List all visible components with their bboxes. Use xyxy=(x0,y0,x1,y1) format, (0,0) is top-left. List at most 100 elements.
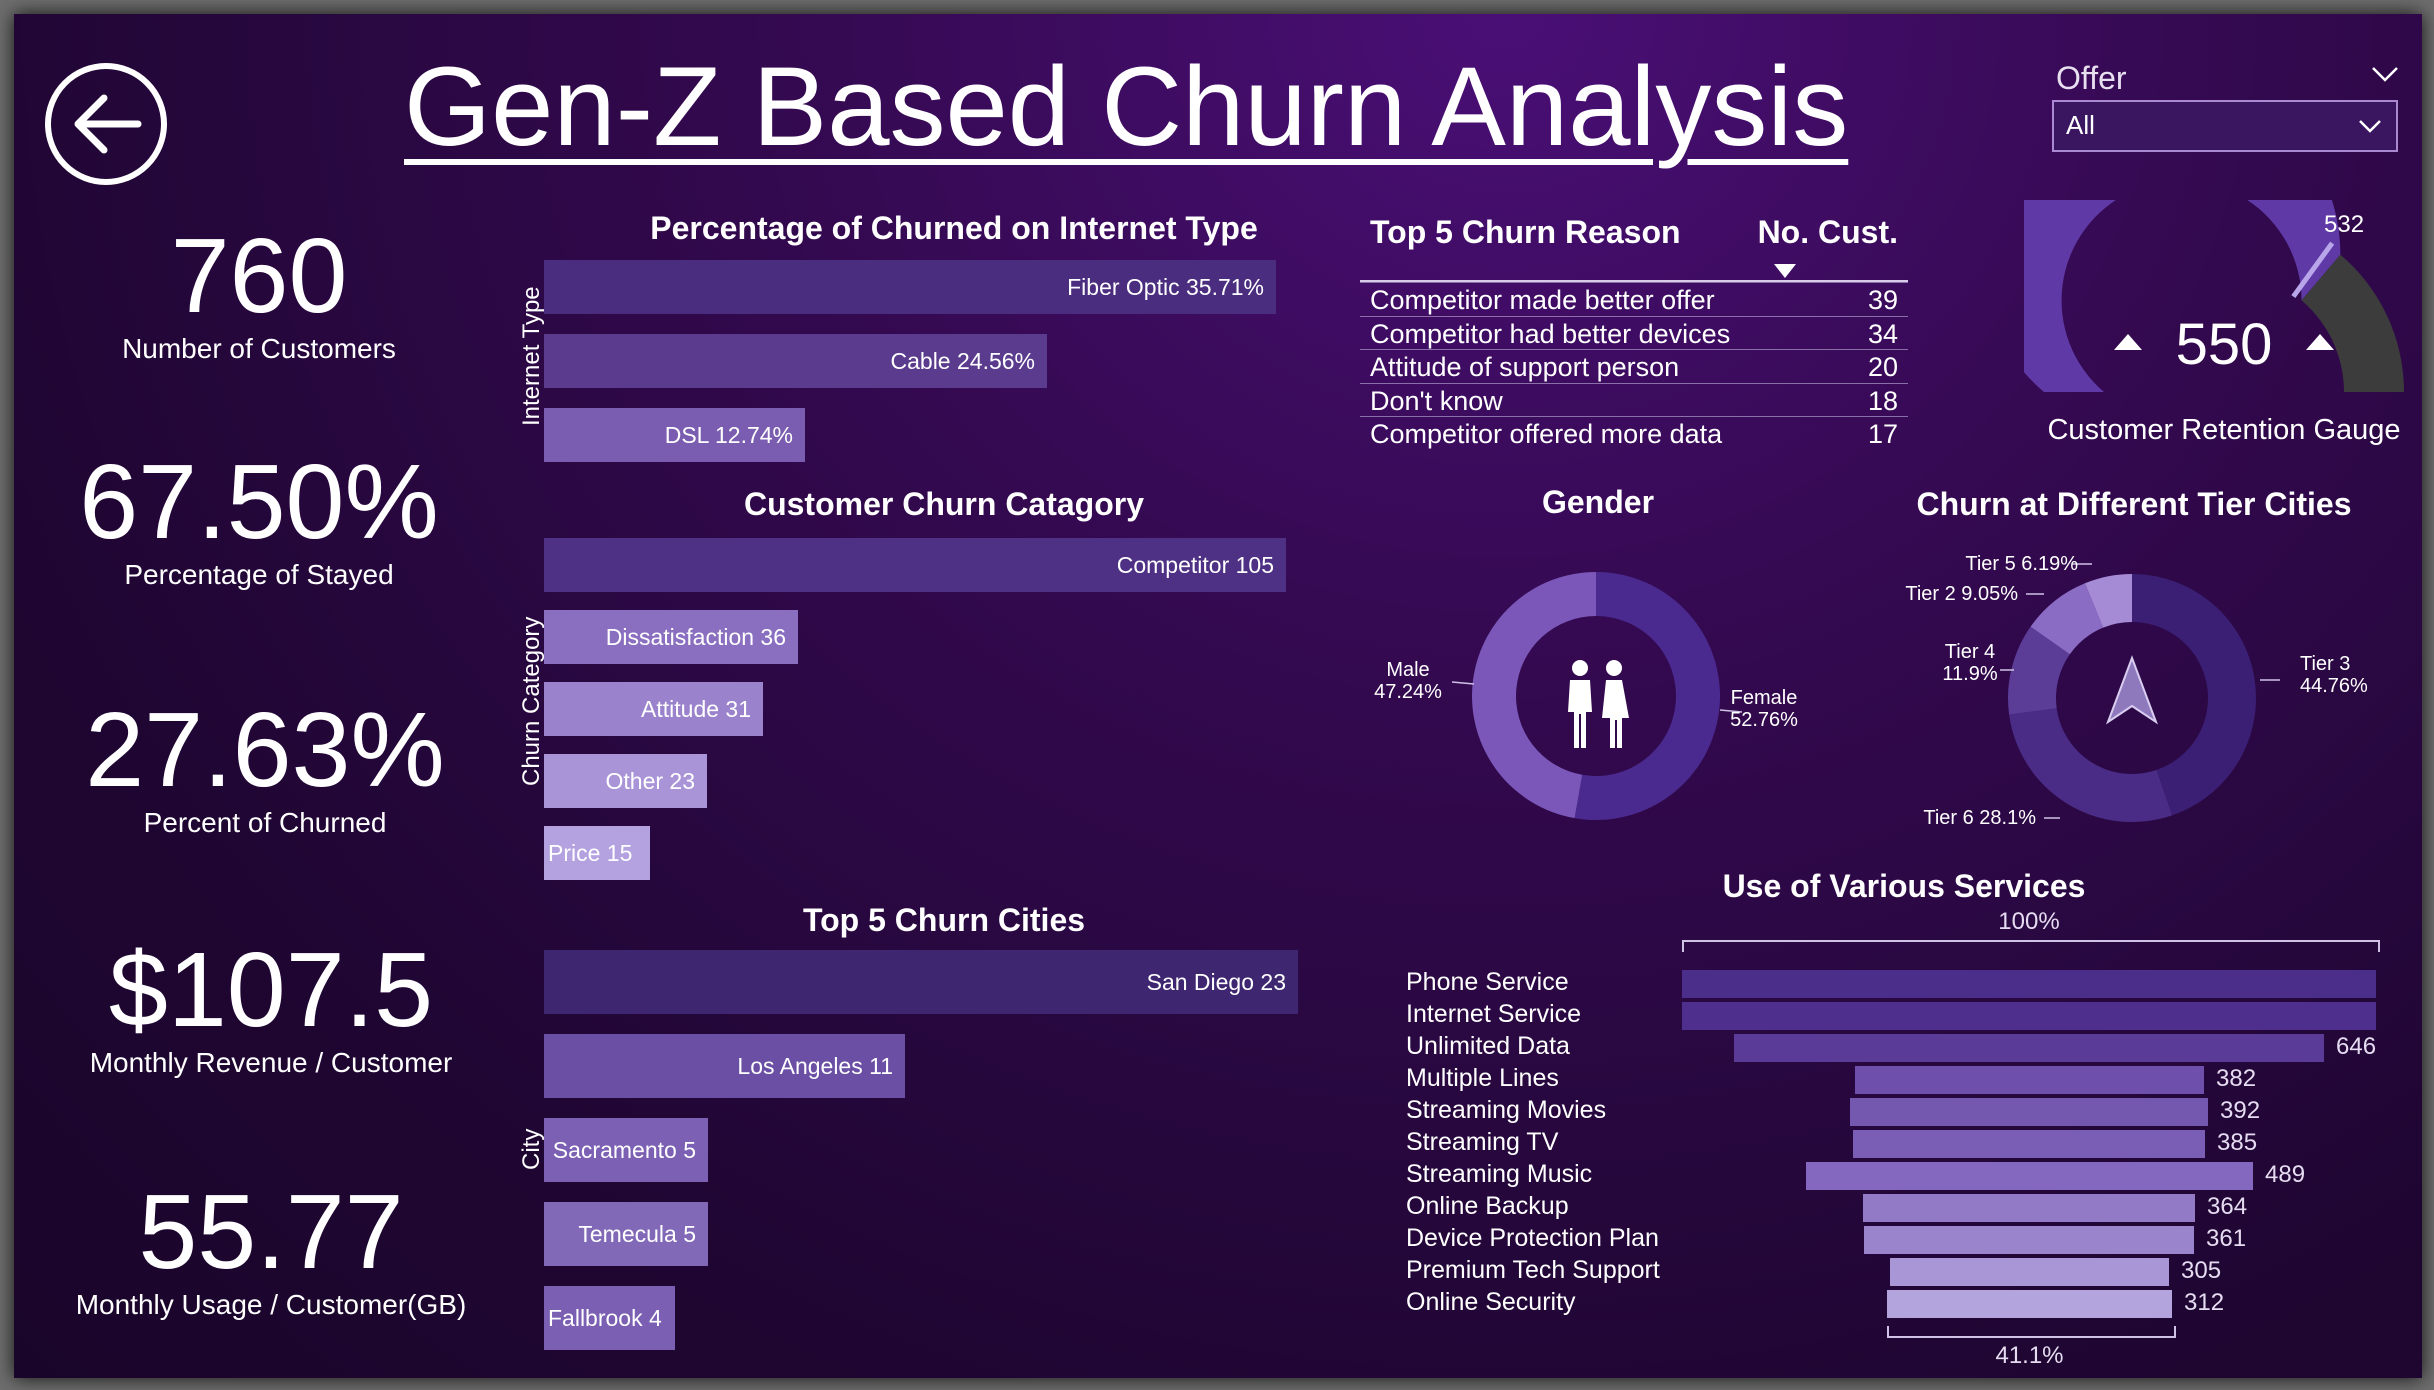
service-category-label: Internet Service xyxy=(1406,1000,1582,1028)
gauge-value-arc[interactable] xyxy=(2024,200,2341,392)
internet-type-bar[interactable]: Fiber Optic 35.71% xyxy=(544,260,1276,314)
service-bar[interactable] xyxy=(1806,1162,2253,1190)
page-title: Gen-Z Based Churn Analysis xyxy=(404,44,1849,169)
churn-category-bar-label: Other 23 xyxy=(605,767,696,794)
churn-city-bar[interactable]: San Diego 23 xyxy=(544,950,1298,1014)
top-cities-chart-title: Top 5 Churn Cities xyxy=(802,902,1086,938)
service-bar[interactable] xyxy=(1853,1130,2205,1158)
tier-slice[interactable] xyxy=(2008,626,2070,715)
tier-slice-label: Tier 6 28.1% xyxy=(1923,807,2036,829)
service-bar[interactable] xyxy=(1682,1002,2376,1030)
tier-slice-label: Tier 5 6.19% xyxy=(1965,553,2078,575)
churn-city-bar-label: San Diego 23 xyxy=(1146,968,1286,995)
navigation-arrow-icon xyxy=(2105,655,2159,725)
service-bar[interactable] xyxy=(1864,1226,2194,1254)
table-cell-reason: Competitor offered more data xyxy=(1370,419,1723,450)
service-category-label: Online Backup xyxy=(1406,1192,1569,1220)
service-bar[interactable] xyxy=(1855,1066,2204,1094)
table-cell-count: 17 xyxy=(1867,419,1898,450)
table-cell-reason: Attitude of support person xyxy=(1370,352,1680,383)
gauge-target-marker xyxy=(2291,241,2335,299)
service-bar[interactable] xyxy=(1682,970,2376,998)
city-axis-title: City xyxy=(518,1128,545,1170)
internet-type-bar-label: Cable 24.56% xyxy=(890,347,1036,374)
back-arrow-icon[interactable] xyxy=(42,60,170,188)
service-bar[interactable] xyxy=(1850,1098,2208,1126)
churn-category-bar[interactable]: Attitude 31 xyxy=(544,682,763,736)
funnel-top-bracket xyxy=(1682,940,2380,952)
gender-slice[interactable] xyxy=(1472,572,1596,819)
gauge-remaining-arc[interactable] xyxy=(2301,254,2404,392)
gender-chart-title: Gender xyxy=(1541,484,1655,520)
table-row[interactable]: Competitor made better offer 39 xyxy=(1360,282,1908,317)
dashboard: Gen-Z Based Churn Analysis Offer All 760… xyxy=(14,14,2422,1378)
gauge-title: Customer Retention Gauge xyxy=(2047,414,2401,446)
churn-city-bar-label: Sacramento 5 xyxy=(552,1136,696,1163)
gender-slice-label: 52.76% xyxy=(1730,709,1798,731)
internet-type-bar-chart: Fiber Optic 35.71% Cable 24.56% DSL 12.74% xyxy=(544,260,1324,480)
internet-type-bar[interactable]: DSL 12.74% xyxy=(544,408,805,462)
gender-slice[interactable] xyxy=(1574,572,1720,820)
churn-category-bar[interactable]: Other 23 xyxy=(544,754,707,808)
kpi-monthly-revenue: $107.5 Monthly Revenue / Customer xyxy=(56,934,486,1080)
internet-type-chart-title: Percentage of Churned on Internet Type xyxy=(650,210,1258,246)
kpi-label: Monthly Usage / Customer(GB) xyxy=(75,1289,467,1320)
internet-type-axis-title: Internet Type xyxy=(518,286,545,426)
dropdown-chevron-icon xyxy=(2359,120,2381,133)
chevron-down-icon[interactable] xyxy=(2370,62,2400,86)
table-header-count[interactable]: No. Cust. xyxy=(1757,214,1898,250)
sort-descending-icon[interactable] xyxy=(1774,264,1796,278)
internet-type-bar[interactable]: Cable 24.56% xyxy=(544,334,1047,388)
tier-slice[interactable] xyxy=(2132,574,2256,816)
table-row[interactable]: Competitor offered more data 17 xyxy=(1360,416,1908,451)
service-bar[interactable] xyxy=(1887,1290,2172,1318)
tier-chart-title: Churn at Different Tier Cities xyxy=(1916,486,2352,522)
service-bar[interactable] xyxy=(1863,1194,2195,1222)
gauge-target-label: 532 xyxy=(2324,211,2364,238)
offer-slicer-dropdown[interactable]: All xyxy=(2052,100,2398,152)
service-category-label: Streaming Movies xyxy=(1406,1096,1607,1124)
kpi-value: 67.50% xyxy=(79,443,439,561)
service-category-label: Online Security xyxy=(1406,1288,1576,1316)
churn-category-bar-chart: Competitor 105 Dissatisfaction 36 Attitude… xyxy=(544,538,1324,898)
table-cell-reason: Don't know xyxy=(1370,385,1503,416)
churn-category-bar[interactable]: Price 15 xyxy=(544,826,650,880)
churn-city-bar[interactable]: Fallbrook 4 xyxy=(544,1286,675,1350)
retention-gauge: 532 550 xyxy=(2024,200,2404,392)
tier-slice[interactable] xyxy=(2009,708,2173,822)
table-body: Competitor made better offer 39 Competitor… xyxy=(1360,282,1908,452)
kpi-value: 760 xyxy=(170,217,348,335)
tier-slice-label: 44.76% xyxy=(2300,675,2368,697)
tier-donut-chart: Tier 344.76% Tier 6 28.1% Tier 411.9% Tier … xyxy=(1905,553,2368,829)
kpi-value: 27.63% xyxy=(85,691,445,809)
internet-type-bar-label: DSL 12.74% xyxy=(664,421,793,448)
table-row[interactable]: Don't know 18 xyxy=(1360,382,1908,418)
service-bar[interactable] xyxy=(1890,1258,2169,1286)
churn-category-axis-title: Churn Category xyxy=(518,616,545,786)
service-category-label: Streaming TV xyxy=(1406,1128,1559,1156)
tier-slice-label: Tier 2 9.05% xyxy=(1905,583,2018,605)
churn-category-bar[interactable]: Competitor 105 xyxy=(544,538,1286,592)
service-value-label: 392 xyxy=(2220,1097,2261,1124)
kpi-label: Percent of Churned xyxy=(143,807,387,838)
churn-city-bar-label: Los Angeles 11 xyxy=(737,1052,893,1079)
service-category-label: Multiple Lines xyxy=(1406,1064,1559,1092)
funnel-top-annotation: 100% xyxy=(1998,908,2060,935)
churn-city-bar[interactable]: Los Angeles 11 xyxy=(544,1034,905,1098)
kpi-percent-churned: 27.63% Percent of Churned xyxy=(50,694,480,840)
service-category-label: Streaming Music xyxy=(1406,1160,1593,1188)
churn-city-bar[interactable]: Temecula 5 xyxy=(544,1202,708,1266)
internet-type-bar-label: Fiber Optic 35.71% xyxy=(1067,273,1264,300)
service-bar[interactable] xyxy=(1734,1034,2324,1062)
top-cities-bar-chart: San Diego 23 Los Angeles 11 Sacramento 5 Te… xyxy=(544,950,1324,1370)
tier-slice[interactable] xyxy=(2030,583,2104,655)
services-chart-title: Use of Various Services xyxy=(1722,868,2086,904)
tier-slice[interactable] xyxy=(2084,574,2132,628)
churn-category-bar[interactable]: Dissatisfaction 36 xyxy=(544,610,798,664)
up-arrow-icon xyxy=(2306,334,2334,350)
churn-reason-table: Top 5 Churn Reason No. Cust. Competitor … xyxy=(1360,210,1908,450)
churn-city-bar[interactable]: Sacramento 5 xyxy=(544,1118,708,1182)
table-row[interactable]: Competitor had better devices 34 xyxy=(1360,315,1908,351)
table-row[interactable]: Attitude of support person 20 xyxy=(1360,349,1908,384)
service-value-label: 312 xyxy=(2184,1289,2225,1316)
